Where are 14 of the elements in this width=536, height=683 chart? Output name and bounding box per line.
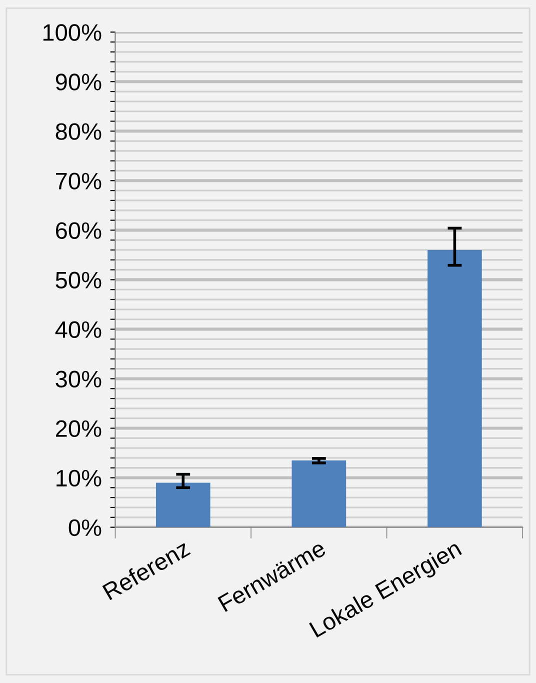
bar [428, 250, 482, 528]
y-tick-label: 50% [56, 272, 102, 288]
y-tick-label: 10% [56, 470, 102, 487]
y-tick-label: 60% [56, 222, 102, 239]
y-tick-label: 90% [56, 74, 102, 90]
bar [292, 460, 346, 528]
y-tick-label: 80% [56, 123, 102, 140]
y-tick-label: 100% [43, 24, 102, 41]
y-tick-label: 70% [56, 172, 102, 190]
y-tick-label: 40% [55, 321, 102, 338]
y-tick-label: 20% [56, 420, 102, 438]
bar [156, 482, 210, 528]
y-tick-label: 30% [56, 370, 102, 388]
y-tick-label: 0% [68, 519, 102, 536]
